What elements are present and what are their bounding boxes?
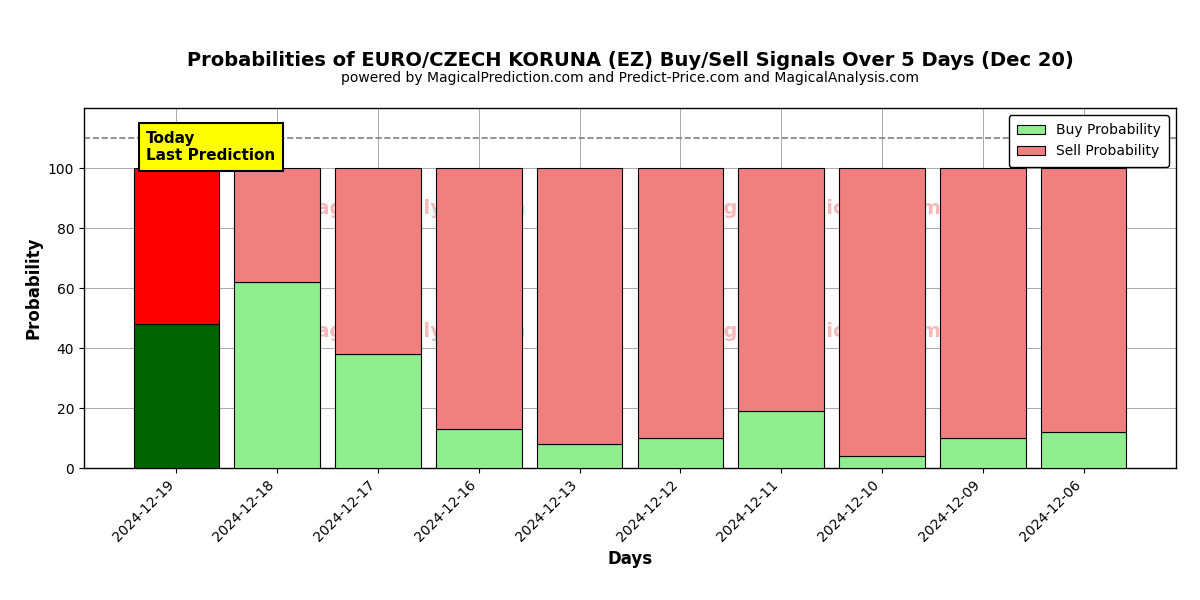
- Bar: [1040, 432, 1127, 468]
- Bar: [839, 168, 925, 456]
- Bar: [940, 168, 1026, 438]
- Bar: [133, 324, 220, 468]
- Bar: [234, 282, 320, 468]
- Y-axis label: Probability: Probability: [24, 237, 42, 339]
- Text: MagicalAnalysis.com: MagicalAnalysis.com: [298, 322, 526, 341]
- Bar: [335, 354, 421, 468]
- Bar: [335, 168, 421, 354]
- Text: powered by MagicalPrediction.com and Predict-Price.com and MagicalAnalysis.com: powered by MagicalPrediction.com and Pre…: [341, 71, 919, 85]
- Bar: [940, 438, 1026, 468]
- Legend: Buy Probability, Sell Probability: Buy Probability, Sell Probability: [1009, 115, 1169, 167]
- Bar: [738, 168, 824, 411]
- X-axis label: Days: Days: [607, 550, 653, 568]
- Bar: [738, 411, 824, 468]
- Bar: [1040, 168, 1127, 432]
- Bar: [133, 168, 220, 324]
- Bar: [536, 444, 623, 468]
- Text: MagicalAnalysis.com: MagicalAnalysis.com: [298, 199, 526, 218]
- Bar: [839, 456, 925, 468]
- Text: MagicalPrediction.com: MagicalPrediction.com: [691, 322, 941, 341]
- Bar: [637, 168, 724, 438]
- Bar: [637, 438, 724, 468]
- Bar: [436, 429, 522, 468]
- Bar: [234, 168, 320, 282]
- Text: Today
Last Prediction: Today Last Prediction: [146, 131, 276, 163]
- Title: Probabilities of EURO/CZECH KORUNA (EZ) Buy/Sell Signals Over 5 Days (Dec 20): Probabilities of EURO/CZECH KORUNA (EZ) …: [187, 52, 1073, 70]
- Bar: [536, 168, 623, 444]
- Bar: [436, 168, 522, 429]
- Text: MagicalPrediction.com: MagicalPrediction.com: [691, 199, 941, 218]
